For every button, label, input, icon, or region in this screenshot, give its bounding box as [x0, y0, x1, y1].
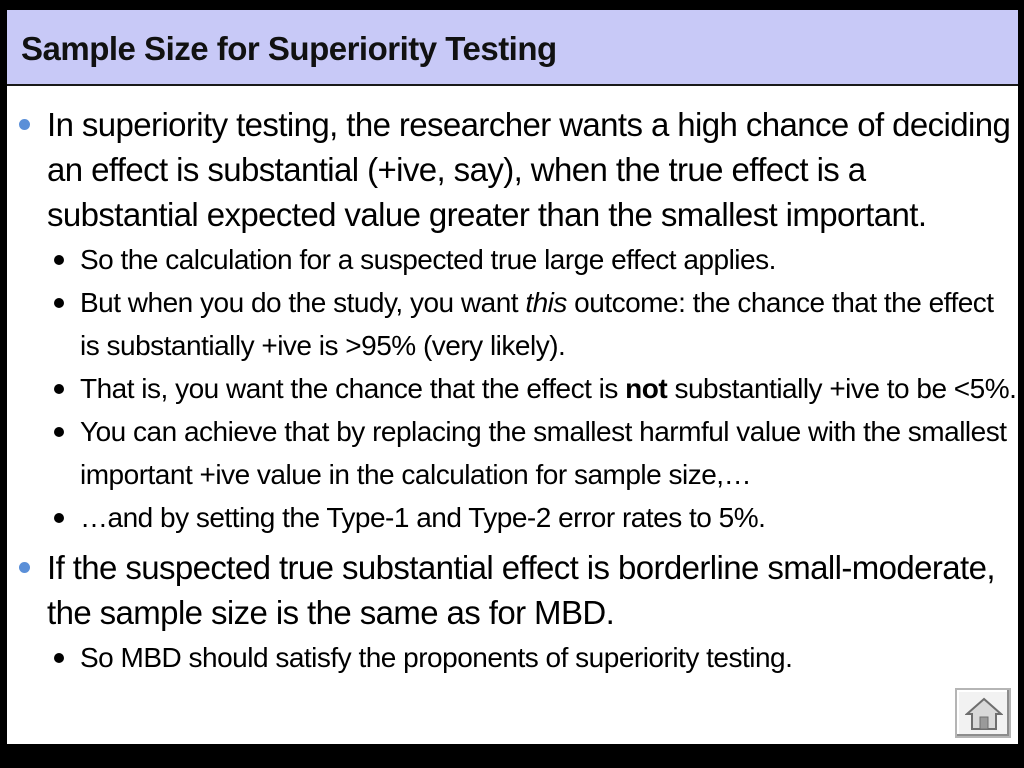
bullet-dot-icon	[54, 255, 64, 265]
sub-bullet-1-4: You can achieve that by replacing the sm…	[7, 410, 1018, 496]
bullet-dot-icon	[54, 513, 64, 523]
sub-bullet-text-pre: But when you do the study, you want	[80, 287, 525, 318]
sub-bullet-1-2: But when you do the study, you want this…	[7, 281, 1018, 367]
sub-bullet-1-5: …and by setting the Type-1 and Type-2 er…	[7, 496, 1018, 539]
sub-bullet-text: You can achieve that by replacing the sm…	[80, 416, 1006, 490]
sub-bullet-text: …and by setting the Type-1 and Type-2 er…	[80, 502, 765, 533]
bullet-1-text: In superiority testing, the researcher w…	[47, 106, 1010, 233]
home-icon	[965, 696, 1003, 732]
title-bar: Sample Size for Superiority Testing	[7, 10, 1018, 86]
bullet-1: In superiority testing, the researcher w…	[7, 102, 1018, 237]
sub-bullet-text-post: substantially +ive to be <5%.	[667, 373, 1016, 404]
bullet-2-text: If the suspected true substantial effect…	[47, 549, 995, 631]
slide-content: In superiority testing, the researcher w…	[7, 102, 1018, 679]
bullet-dot-icon	[54, 298, 64, 308]
sub-bullet-1-1: So the calculation for a suspected true …	[7, 238, 1018, 281]
bullet-dot-icon	[19, 562, 30, 573]
sub-bullet-strong: not	[625, 373, 667, 404]
sub-bullet-text: So the calculation for a suspected true …	[80, 244, 776, 275]
bullet-dot-icon	[54, 384, 64, 394]
bullet-2: If the suspected true substantial effect…	[7, 545, 1018, 635]
bullet-dot-icon	[54, 653, 64, 663]
bullet-dot-icon	[54, 427, 64, 437]
sub-bullet-2-1: So MBD should satisfy the proponents of …	[7, 636, 1018, 679]
sub-bullet-1-3: That is, you want the chance that the ef…	[7, 367, 1018, 410]
sub-bullet-text: So MBD should satisfy the proponents of …	[80, 642, 792, 673]
sub-bullet-text-pre: That is, you want the chance that the ef…	[80, 373, 625, 404]
home-button[interactable]	[955, 688, 1011, 738]
slide: Sample Size for Superiority Testing In s…	[7, 10, 1018, 744]
sub-bullet-emphasis: this	[525, 287, 567, 318]
bullet-dot-icon	[19, 119, 30, 130]
slide-title: Sample Size for Superiority Testing	[21, 30, 557, 68]
